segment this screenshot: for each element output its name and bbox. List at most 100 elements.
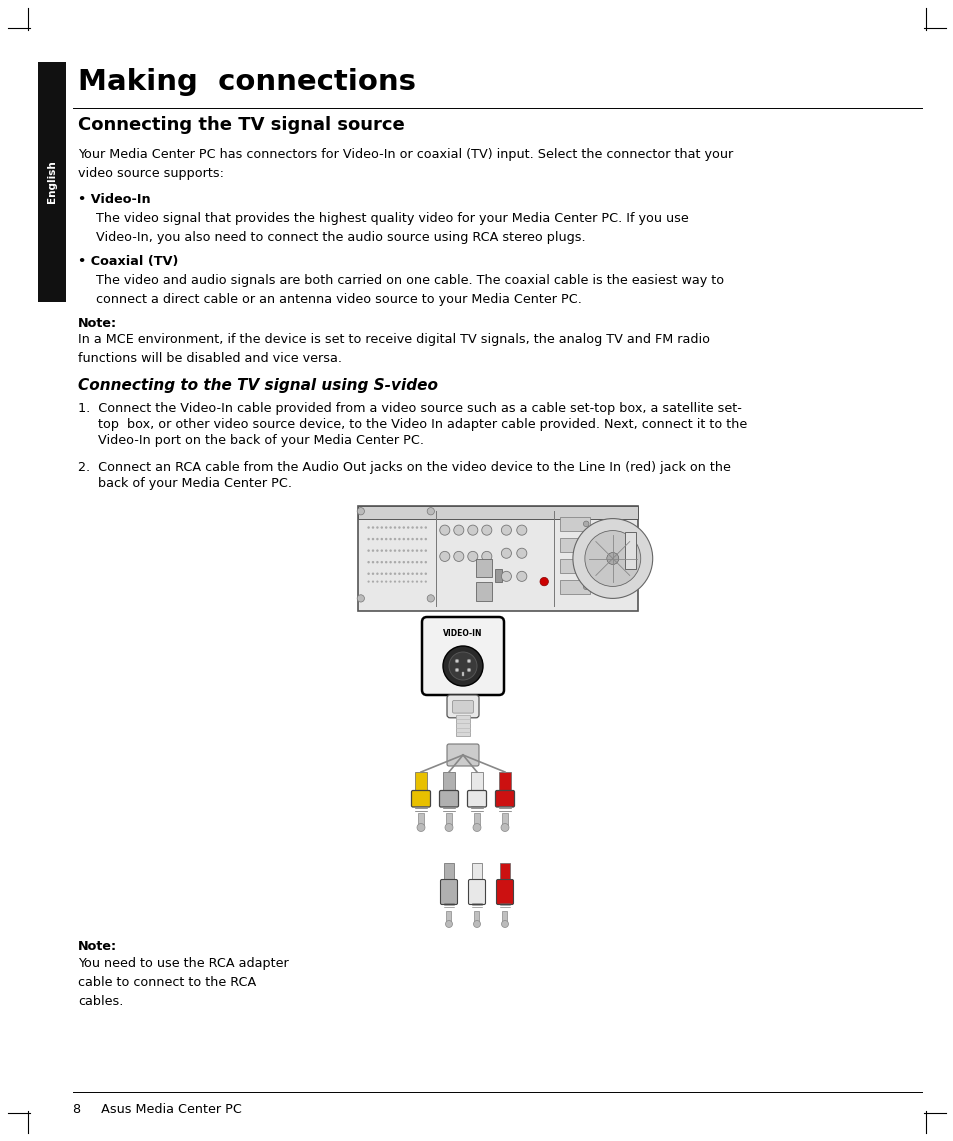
Circle shape <box>375 550 378 552</box>
Circle shape <box>367 581 370 583</box>
Circle shape <box>539 577 548 585</box>
Circle shape <box>389 581 392 583</box>
Text: English: English <box>47 161 57 203</box>
Circle shape <box>442 646 482 686</box>
Circle shape <box>385 573 387 575</box>
Circle shape <box>398 581 400 583</box>
Circle shape <box>445 921 452 928</box>
Circle shape <box>467 669 471 672</box>
Circle shape <box>372 526 374 528</box>
Circle shape <box>385 581 387 583</box>
Circle shape <box>372 550 374 552</box>
FancyBboxPatch shape <box>452 701 473 713</box>
Circle shape <box>467 551 477 561</box>
Circle shape <box>467 659 471 663</box>
Circle shape <box>402 561 405 564</box>
Text: VIDEO-IN: VIDEO-IN <box>443 629 482 638</box>
Circle shape <box>375 581 378 583</box>
Text: Video-In port on the back of your Media Center PC.: Video-In port on the back of your Media … <box>78 434 423 447</box>
Circle shape <box>394 550 395 552</box>
Circle shape <box>402 526 405 528</box>
FancyBboxPatch shape <box>467 791 486 807</box>
Circle shape <box>473 921 480 928</box>
FancyBboxPatch shape <box>421 617 503 695</box>
Circle shape <box>407 561 409 564</box>
Circle shape <box>402 537 405 541</box>
Circle shape <box>501 921 508 928</box>
Circle shape <box>385 561 387 564</box>
Circle shape <box>592 529 598 535</box>
Circle shape <box>397 550 400 552</box>
Circle shape <box>411 581 414 583</box>
Circle shape <box>407 573 409 575</box>
Circle shape <box>389 526 392 528</box>
Bar <box>38 62 66 302</box>
Circle shape <box>455 659 458 663</box>
FancyBboxPatch shape <box>447 695 478 718</box>
Circle shape <box>416 581 417 583</box>
Bar <box>446 812 452 825</box>
Circle shape <box>389 537 392 541</box>
Circle shape <box>501 525 511 535</box>
Circle shape <box>584 531 640 586</box>
Circle shape <box>416 537 417 541</box>
Circle shape <box>439 551 450 561</box>
FancyBboxPatch shape <box>468 880 485 905</box>
Bar <box>502 911 507 921</box>
Circle shape <box>501 548 511 558</box>
Circle shape <box>380 561 383 564</box>
Bar <box>624 532 636 569</box>
Circle shape <box>380 526 383 528</box>
Bar <box>498 772 511 792</box>
Text: back of your Media Center PC.: back of your Media Center PC. <box>78 477 292 489</box>
Circle shape <box>385 526 387 528</box>
Text: 2.  Connect an RCA cable from the Audio Out jacks on the video device to the Lin: 2. Connect an RCA cable from the Audio O… <box>78 461 730 474</box>
Circle shape <box>424 561 427 564</box>
Circle shape <box>411 537 414 541</box>
Bar <box>474 911 479 921</box>
Bar <box>357 505 638 519</box>
Circle shape <box>419 550 422 552</box>
Text: Connecting the TV signal source: Connecting the TV signal source <box>78 116 404 133</box>
Bar <box>476 582 492 600</box>
Circle shape <box>394 537 395 541</box>
Circle shape <box>416 561 417 564</box>
Circle shape <box>375 537 378 541</box>
Circle shape <box>411 526 414 528</box>
Circle shape <box>407 537 409 541</box>
Bar <box>476 558 492 577</box>
Text: In a MCE environment, if the device is set to receive digital TV signals, the an: In a MCE environment, if the device is s… <box>78 333 709 364</box>
Text: 1.  Connect the Video-In cable provided from a video source such as a cable set-: 1. Connect the Video-In cable provided f… <box>78 402 741 415</box>
Circle shape <box>411 573 414 575</box>
Text: top  box, or other video source device, to the Video In adapter cable provided. : top box, or other video source device, t… <box>78 418 746 431</box>
Bar <box>472 863 481 881</box>
Circle shape <box>500 824 509 832</box>
Circle shape <box>424 573 427 575</box>
Text: • Coaxial (TV): • Coaxial (TV) <box>78 254 178 268</box>
Circle shape <box>372 581 374 583</box>
Bar <box>501 812 507 825</box>
Circle shape <box>517 548 526 558</box>
Circle shape <box>407 526 409 528</box>
Circle shape <box>372 537 374 541</box>
Circle shape <box>380 573 383 575</box>
Bar <box>499 863 510 881</box>
Circle shape <box>380 537 383 541</box>
Circle shape <box>411 550 414 552</box>
Circle shape <box>389 550 392 552</box>
Bar <box>446 911 451 921</box>
Circle shape <box>427 508 434 515</box>
Bar <box>456 714 470 736</box>
Circle shape <box>394 561 395 564</box>
Circle shape <box>380 581 382 583</box>
Bar <box>495 569 501 582</box>
Text: • Video-In: • Video-In <box>78 193 151 207</box>
Circle shape <box>583 563 588 568</box>
FancyBboxPatch shape <box>495 791 514 807</box>
Circle shape <box>501 572 511 582</box>
Circle shape <box>402 581 404 583</box>
Circle shape <box>402 573 405 575</box>
Circle shape <box>367 561 370 564</box>
Circle shape <box>416 526 417 528</box>
Circle shape <box>402 550 405 552</box>
